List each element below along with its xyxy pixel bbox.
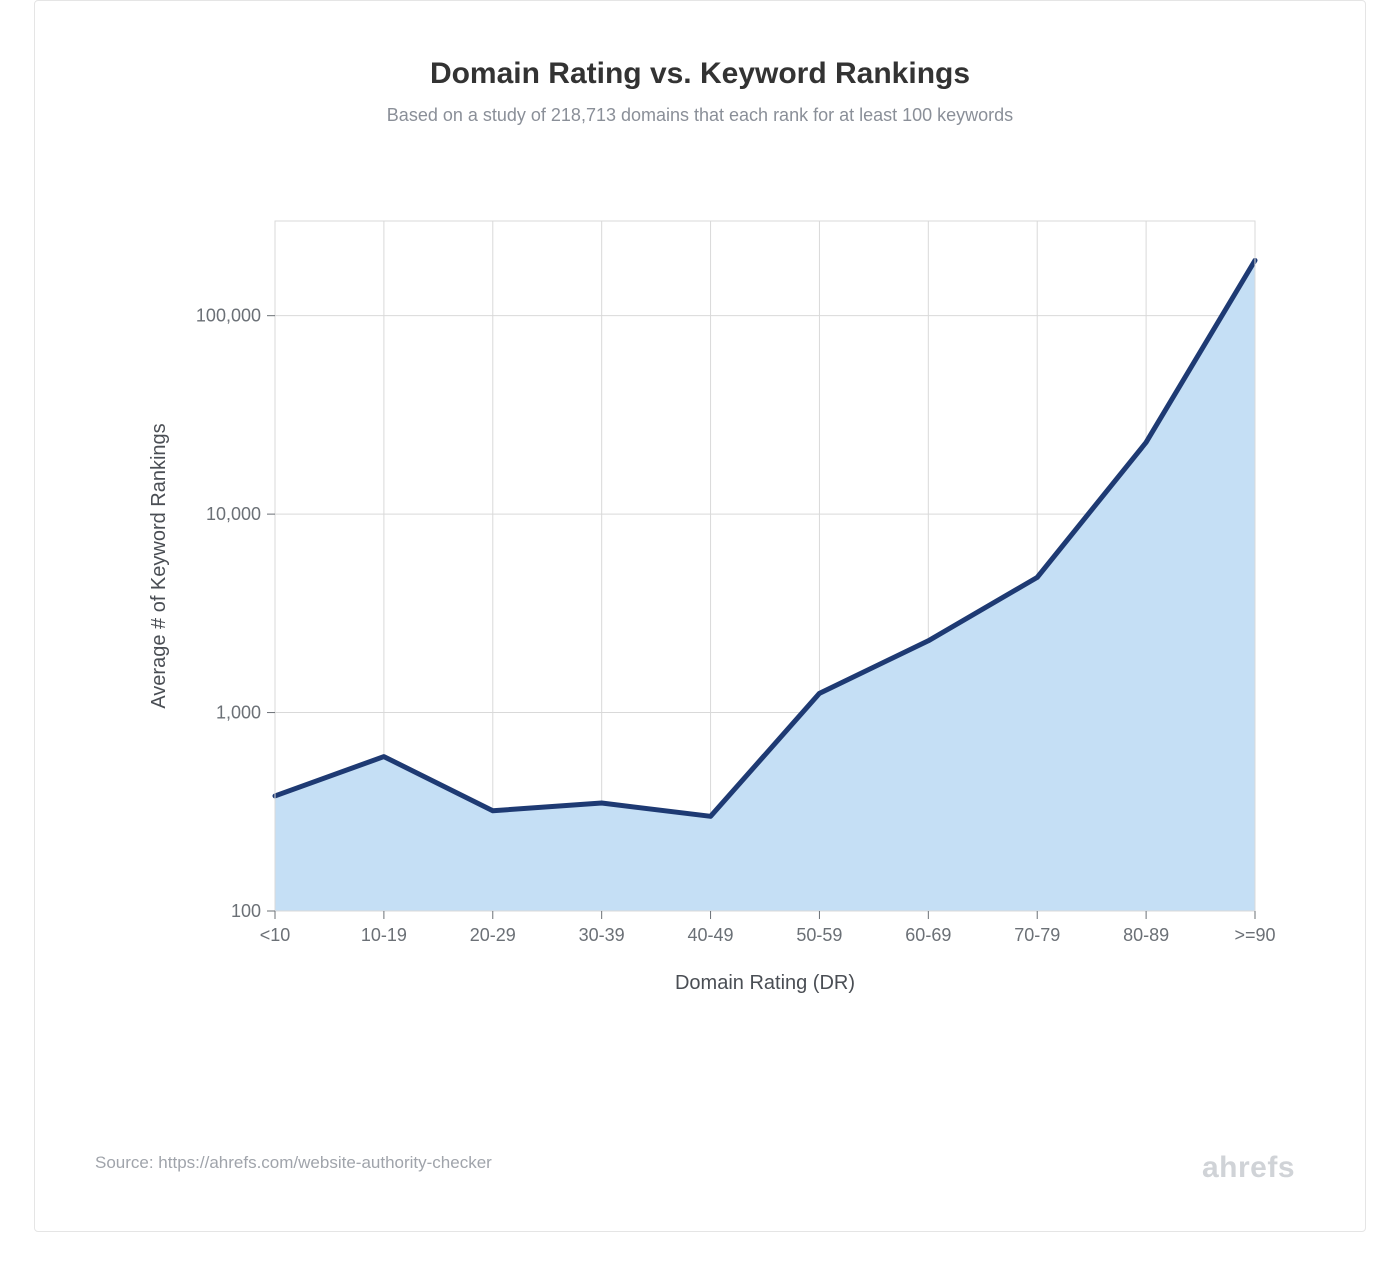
chart-title: Domain Rating vs. Keyword Rankings — [95, 57, 1305, 91]
svg-text:100: 100 — [231, 901, 261, 921]
svg-text:Domain Rating (DR): Domain Rating (DR) — [675, 972, 855, 994]
svg-text:40-49: 40-49 — [688, 925, 734, 945]
chart-card: Domain Rating vs. Keyword Rankings Based… — [34, 0, 1366, 1232]
svg-text:30-39: 30-39 — [579, 925, 625, 945]
svg-text:10-19: 10-19 — [361, 925, 407, 945]
svg-text:20-29: 20-29 — [470, 925, 516, 945]
svg-text:60-69: 60-69 — [905, 925, 951, 945]
brand-logo: ahrefs — [1202, 1151, 1295, 1185]
svg-text:80-89: 80-89 — [1123, 925, 1169, 945]
svg-text:>=90: >=90 — [1234, 925, 1275, 945]
source-text: Source: https://ahrefs.com/website-autho… — [95, 1153, 492, 1173]
svg-text:<10: <10 — [260, 925, 291, 945]
svg-text:10,000: 10,000 — [206, 504, 261, 524]
chart-container: 100 1,000 10,000 100,000 <10 10-19 20-29 30-39 4… — [115, 181, 1295, 1041]
svg-text:1,000: 1,000 — [216, 703, 261, 723]
svg-text:70-79: 70-79 — [1014, 925, 1060, 945]
chart-subtitle: Based on a study of 218,713 domains that… — [95, 105, 1305, 126]
area-chart: 100 1,000 10,000 100,000 <10 10-19 20-29 30-39 4… — [115, 181, 1295, 1041]
svg-text:Average # of Keyword Rankings: Average # of Keyword Rankings — [148, 423, 170, 708]
svg-text:50-59: 50-59 — [796, 925, 842, 945]
svg-text:100,000: 100,000 — [196, 306, 261, 326]
